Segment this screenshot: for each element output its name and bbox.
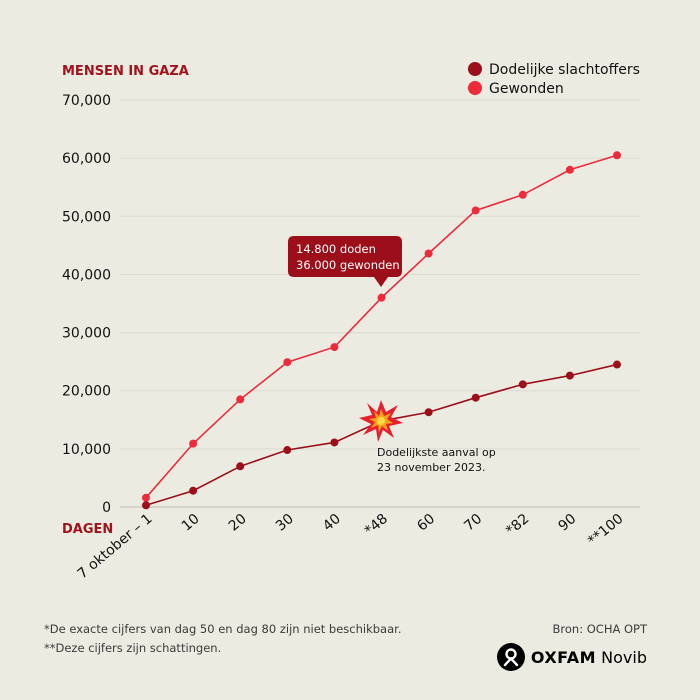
y-tick-label: 50,000 xyxy=(62,209,111,225)
y-tick-label: 10,000 xyxy=(62,442,111,458)
data-point-deaths xyxy=(471,393,480,402)
grid xyxy=(120,99,640,450)
footnote-1: *De exacte cijfers van dag 50 en dag 80 … xyxy=(44,622,402,636)
x-tick-label: 90 xyxy=(556,511,580,535)
data-point-wounded xyxy=(424,249,433,258)
legend-marker-deaths xyxy=(468,62,482,76)
data-point-deaths xyxy=(518,380,527,389)
callout: 14.800 doden 36.000 gewonden xyxy=(288,236,402,287)
data-point-deaths xyxy=(236,462,245,471)
y-tick-label: 0 xyxy=(102,500,111,516)
data-point-wounded xyxy=(565,165,574,174)
brand-name-rest: Novib xyxy=(601,647,647,667)
data-point-wounded xyxy=(613,151,621,160)
x-axis-label: DAGEN xyxy=(62,522,113,537)
x-tick-label: *48 xyxy=(362,511,391,539)
legend-label-wounded: Gewonden xyxy=(489,81,564,97)
event-label-line-2: 23 november 2023. xyxy=(377,461,485,474)
y-tick-labels: 0 10,000 20,000 30,000 40,000 50,000 60,000 70,… xyxy=(62,93,111,516)
y-tick-label: 60,000 xyxy=(62,151,111,167)
data-point-wounded xyxy=(471,206,480,215)
series-line-deaths xyxy=(145,363,618,507)
data-point-wounded xyxy=(142,493,150,502)
chart-title: MENSEN IN GAZA xyxy=(62,64,189,79)
y-tick-label: 20,000 xyxy=(62,384,111,400)
data-point-wounded xyxy=(189,439,198,448)
data-point-deaths xyxy=(424,408,433,417)
explosion-icon xyxy=(359,400,403,442)
source-label: Bron: OCHA OPT xyxy=(552,622,647,636)
y-tick-label: 40,000 xyxy=(62,267,111,283)
legend: Dodelijke slachtoffers Gewonden xyxy=(468,62,640,97)
legend-marker-wounded xyxy=(468,81,482,95)
data-point-deaths xyxy=(142,501,150,510)
legend-label-deaths: Dodelijke slachtoffers xyxy=(489,62,640,78)
x-tick-label: 10 xyxy=(179,511,203,535)
oxfam-logo-icon xyxy=(496,643,525,671)
x-tick-label: 20 xyxy=(226,511,250,535)
footnote-2: **Deze cijfers zijn schattingen. xyxy=(44,641,222,655)
x-tick-label: *82 xyxy=(503,511,532,539)
data-point-deaths xyxy=(330,438,339,447)
data-point-deaths xyxy=(189,486,198,495)
data-point-deaths xyxy=(283,446,292,455)
data-point-wounded xyxy=(236,395,245,404)
brand-name-bold: OXFAM xyxy=(530,647,597,667)
x-tick-labels: 7 oktober – 1 10 20 30 40 *48 60 70 *82 90 **100 xyxy=(75,511,627,582)
series xyxy=(142,151,621,510)
data-point-wounded xyxy=(330,343,339,352)
data-point-wounded xyxy=(283,358,292,367)
data-point-deaths xyxy=(565,371,574,380)
x-tick-label: **100 xyxy=(585,511,626,549)
x-tick-label: 60 xyxy=(414,511,438,535)
data-point-deaths xyxy=(613,360,621,369)
callout-bubble xyxy=(288,236,402,287)
callout-line-1: 14.800 doden xyxy=(296,242,376,256)
data-point-wounded xyxy=(377,293,386,302)
y-tick-label: 30,000 xyxy=(62,326,111,342)
x-tick-label: 30 xyxy=(273,511,297,535)
event-label-line-1: Dodelijkste aanval op xyxy=(377,446,496,459)
callout-line-2: 36.000 gewonden xyxy=(296,258,400,272)
brand-logo: OXFAM Novib xyxy=(496,642,647,672)
data-point-wounded xyxy=(518,190,527,199)
x-tick-label: 40 xyxy=(320,511,344,535)
axes: MENSEN IN GAZA DAGEN xyxy=(62,64,640,537)
x-tick-label: 70 xyxy=(461,511,485,535)
y-tick-label: 70,000 xyxy=(62,93,111,109)
